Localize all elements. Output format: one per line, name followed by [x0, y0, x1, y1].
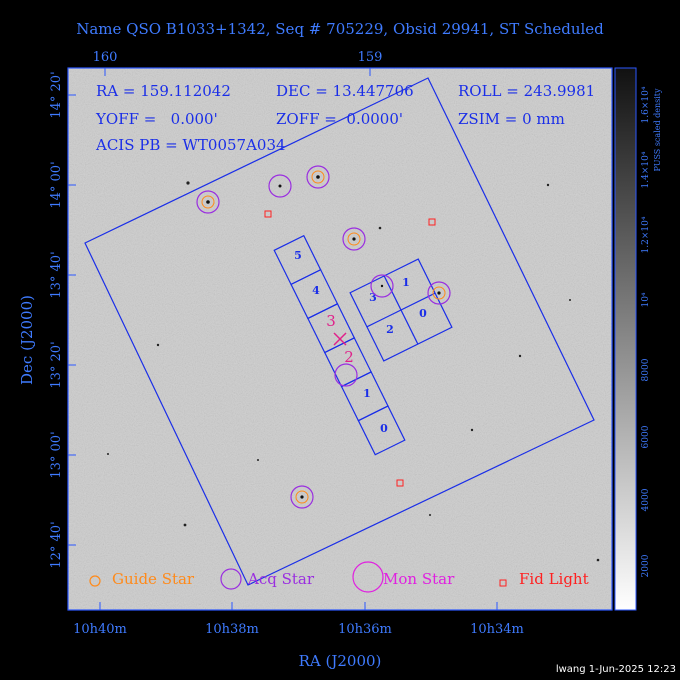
ticks: [68, 68, 498, 610]
chip-label: 0: [380, 422, 388, 435]
chip-label: 3: [326, 312, 336, 330]
left-tick-label: 13° 20': [49, 341, 64, 388]
title: Name QSO B1033+1342, Seq # 705229, Obsid…: [76, 20, 604, 38]
plot-frame: [67, 67, 613, 611]
legend-symbol: [352, 561, 384, 593]
field-stars: [107, 181, 600, 562]
chip-label: 3: [369, 291, 377, 304]
info-yoff: YOFF = 0.000': [95, 110, 218, 128]
legend-symbol: [499, 579, 507, 587]
left-tick-label: 14° 20': [49, 71, 64, 118]
chip-label: 2: [344, 348, 354, 366]
stars: [196, 165, 451, 509]
top-tick-label: 160: [93, 50, 118, 65]
left-tick-label: 12° 40': [49, 521, 64, 568]
info-zsim: ZSIM = 0 mm: [458, 110, 565, 128]
field-of-view: [84, 77, 595, 586]
colorbar-tick-label: 2000: [641, 554, 651, 577]
colorbar-tick-label: 1.2×10⁴: [641, 216, 651, 253]
bottom-tick-label: 10h34m: [470, 622, 524, 637]
left-tick-label: 13° 00': [49, 431, 64, 478]
acis-i-array: [349, 258, 453, 362]
chip-label: 2: [386, 323, 394, 336]
x-axis-label: RA (J2000): [299, 652, 382, 670]
colorbar-tick-label: 8000: [641, 358, 651, 381]
colorbar-tick-label: 1.6×10⁴: [641, 86, 651, 123]
bottom-tick-label: 10h38m: [205, 622, 259, 637]
aimpoint: [333, 332, 347, 346]
info-acis: ACIS PB = WT0057A034: [95, 136, 286, 154]
colorbar-tick-label: 10⁴: [641, 292, 651, 307]
colorbar: [614, 67, 637, 611]
chip-label: 1: [363, 387, 371, 400]
chip-label: 0: [419, 307, 427, 320]
info-dec: DEC = 13.447706: [276, 82, 414, 100]
colorbar-tick-label: 6000: [641, 425, 651, 448]
info-roll: ROLL = 243.9981: [458, 82, 595, 100]
info-ra: RA = 159.112042: [96, 82, 231, 100]
bottom-tick-label: 10h40m: [73, 622, 127, 637]
info-zoff: ZOFF = 0.0000': [276, 110, 403, 128]
legend-label: Guide Star: [112, 570, 195, 588]
chip-label: 1: [402, 276, 410, 289]
y-axis-label: Dec (J2000): [18, 295, 36, 385]
colorbar-tick-label: 1.4×10⁴: [641, 151, 651, 188]
legend-label: Mon Star: [383, 570, 455, 588]
legend-label: Fid Light: [519, 570, 589, 588]
chip-label: 4: [312, 284, 320, 297]
legend-symbol: [220, 568, 242, 590]
legend-symbol: [89, 575, 101, 587]
chip-label: 5: [294, 249, 302, 262]
footer: lwang 1-Jun-2025 12:23: [556, 664, 676, 675]
left-tick-label: 14° 00': [49, 161, 64, 208]
legend-label: Acq Star: [247, 570, 315, 588]
colorbar-tick-label: 4000: [641, 488, 651, 511]
colorbar-label: PUSS scaled density: [653, 88, 662, 172]
bottom-tick-label: 10h36m: [338, 622, 392, 637]
top-tick-label: 159: [358, 50, 383, 65]
left-tick-label: 13° 40': [49, 251, 64, 298]
